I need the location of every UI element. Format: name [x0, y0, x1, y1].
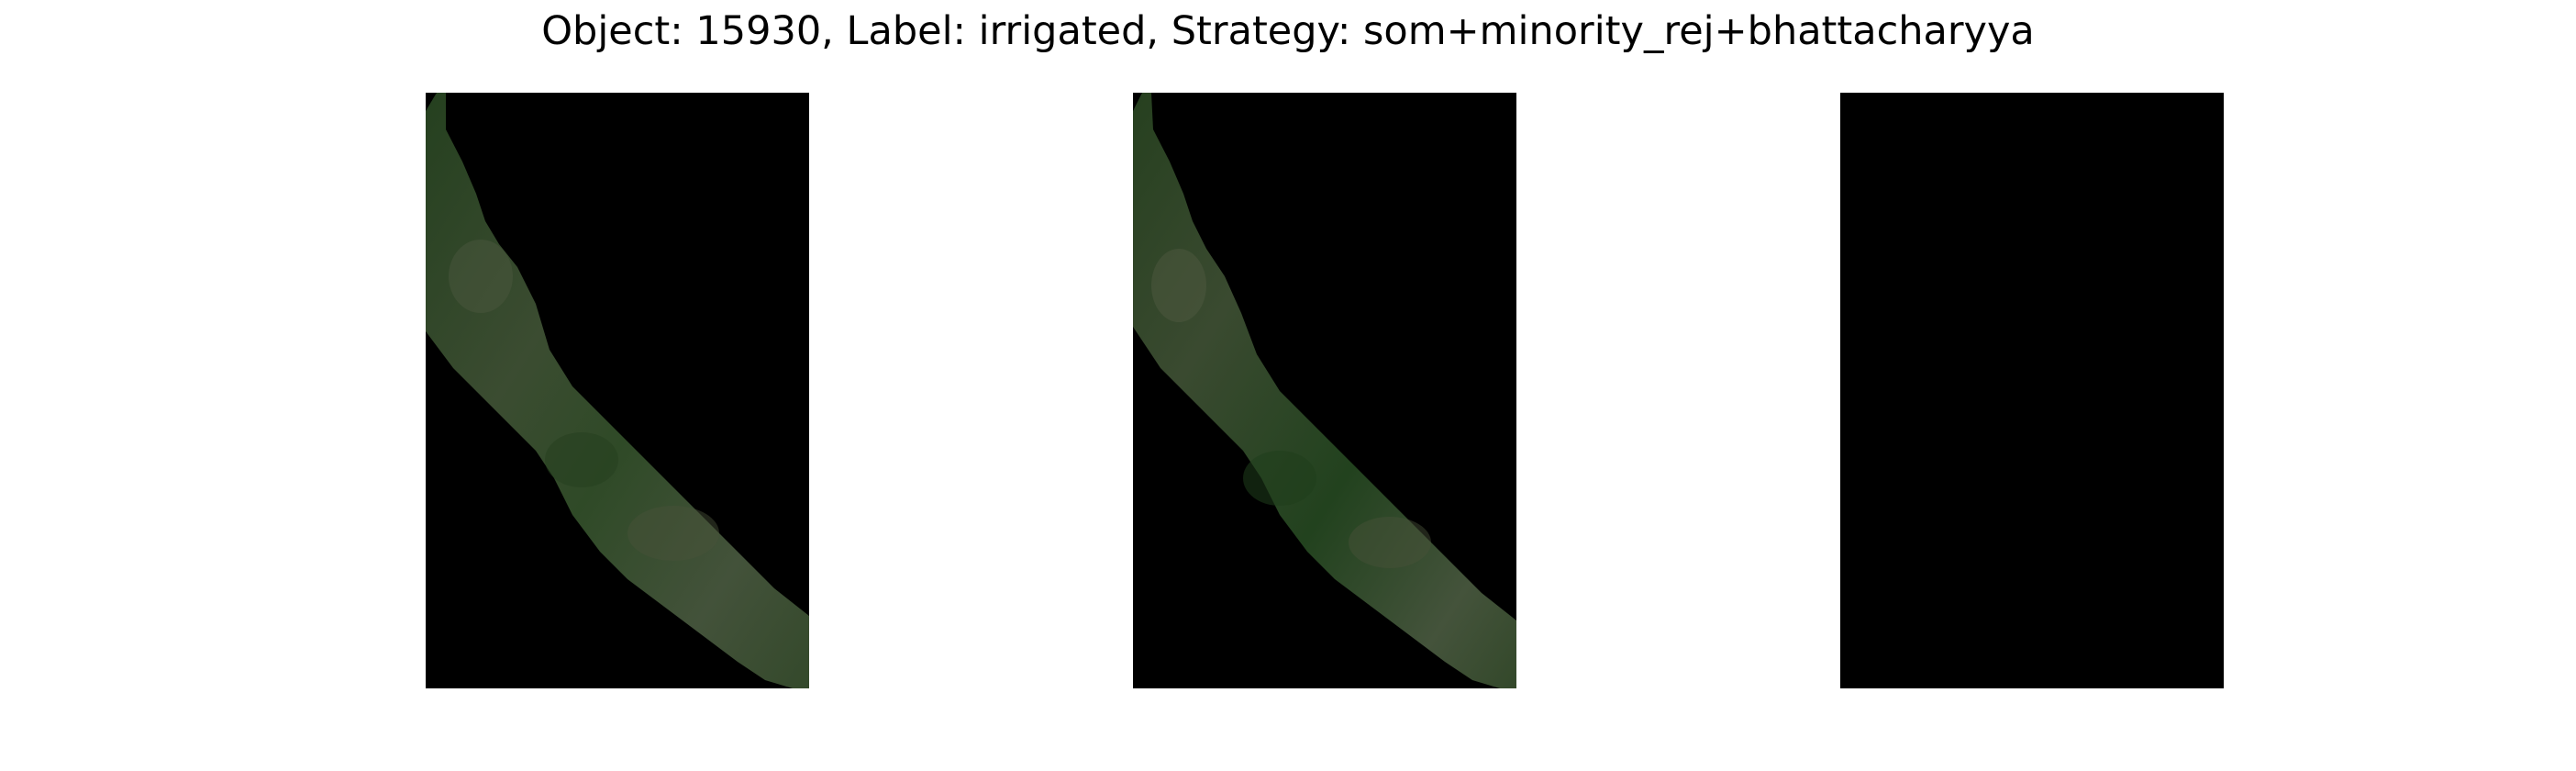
- satellite-image-patch-1: [426, 93, 809, 688]
- field-texture-patch: [1349, 517, 1431, 568]
- irrigated-field-shape: [1133, 93, 1516, 688]
- irrigated-field-shape: [426, 93, 809, 688]
- field-texture-patch: [545, 432, 618, 487]
- field-texture-patch: [1151, 249, 1206, 322]
- satellite-image-patch-2: [1133, 93, 1516, 688]
- field-crop-image-2: [1133, 93, 1516, 688]
- figure-title: Object: 15930, Label: irrigated, Strateg…: [541, 8, 2035, 54]
- field-texture-patch: [1243, 451, 1316, 506]
- field-texture-patch: [449, 240, 513, 313]
- field-texture-patch: [627, 506, 719, 561]
- empty-mask-patch: [1840, 93, 2224, 688]
- field-crop-image-1: [426, 93, 809, 688]
